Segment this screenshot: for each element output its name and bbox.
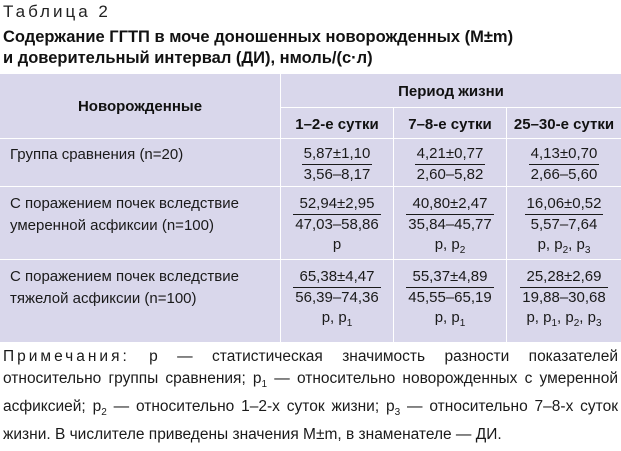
table-cell: 25,28±2,69 19,88–30,68 p, p1, p2, p3 (507, 267, 621, 334)
cell-ci: 3,56–8,17 (303, 166, 371, 183)
cell-p-values: p, p1 (321, 309, 353, 329)
row-label-line: Группа сравнения (n=20) (10, 146, 184, 163)
header-divider (0, 138, 621, 139)
row-label-line: тяжелой асфиксии (n=100) (10, 290, 197, 307)
table-cell: 4,21±0,77 2,60–5,82 (394, 144, 506, 185)
cell-p-values: p, p1, p2, p3 (526, 309, 602, 329)
row-label-moderate-asphyxia: С поражением почек вследствие умеренной … (10, 193, 272, 237)
header-period-3: 25–30-е сутки (513, 116, 615, 133)
table-cell: 16,06±0,52 5,57–7,64 p, p2, p3 (507, 194, 621, 261)
cell-p-values: p (332, 236, 342, 253)
cell-ci: 56,39–74,36 (295, 289, 379, 306)
table-cell: 52,94±2,95 47,03–58,86 p (281, 194, 393, 255)
header-divider-period (280, 107, 621, 108)
cell-ci: 5,57–7,64 (530, 216, 598, 233)
row-label-line: С поражением почек вследствие (10, 195, 239, 212)
table-notes: Примечания: p — статистическая значимост… (3, 348, 618, 444)
cell-mean: 65,38±4,47 (293, 267, 381, 288)
cell-mean: 4,13±0,70 (528, 144, 600, 165)
table-cell: 55,37±4,89 45,55–65,19 p, p1 (394, 267, 506, 334)
table-title-line-2: и доверительный интервал (ДИ), нмоль/(с·… (3, 49, 373, 67)
cell-ci: 47,03–58,86 (295, 216, 379, 233)
cell-p-values: p, p2 (434, 236, 466, 256)
cell-mean: 5,87±1,10 (301, 144, 373, 165)
cell-ci: 35,84–45,77 (408, 216, 492, 233)
header-period: Период жизни (398, 83, 504, 100)
cell-mean: 52,94±2,95 (293, 194, 381, 215)
col-divider-2 (393, 107, 394, 342)
table-cell: 4,13±0,70 2,66–5,60 (507, 144, 621, 185)
table-title: Содержание ГГТП в моче доношенных новоро… (3, 27, 618, 69)
row-divider-1 (0, 186, 621, 187)
header-period-1: 1–2-е сутки (295, 116, 379, 133)
notes-lead: Примечания: (3, 348, 130, 365)
cell-p-values: p, p2, p3 (537, 236, 591, 256)
header-newborns: Новорожденные (77, 98, 203, 115)
row-label-comparison: Группа сравнения (n=20) (10, 144, 272, 166)
data-table: Новорожденные Период жизни 1–2-е сутки 7… (0, 74, 621, 342)
row-divider-2 (0, 259, 621, 260)
cell-ci: 45,55–65,19 (408, 289, 492, 306)
cell-p-values: p, p1 (434, 309, 466, 329)
col-divider-3 (506, 107, 507, 342)
cell-mean: 4,21±0,77 (414, 144, 486, 165)
row-label-line: умеренной асфиксии (n=100) (10, 217, 214, 234)
cell-mean: 25,28±2,69 (520, 267, 608, 288)
cell-ci: 19,88–30,68 (522, 289, 606, 306)
table-cell: 5,87±1,10 3,56–8,17 (281, 144, 393, 185)
table-label: Таблица 2 (3, 2, 111, 21)
row-label-severe-asphyxia: С поражением почек вследствие тяжелой ас… (10, 266, 272, 310)
row-label-line: С поражением почек вследствие (10, 268, 239, 285)
table-title-line-1: Содержание ГГТП в моче доношенных новоро… (3, 28, 514, 46)
cell-mean: 55,37±4,89 (406, 267, 494, 288)
header-period-2: 7–8-е сутки (408, 116, 492, 133)
cell-mean: 40,80±2,47 (406, 194, 494, 215)
cell-ci: 2,66–5,60 (530, 166, 598, 183)
table-cell: 40,80±2,47 35,84–45,77 p, p2 (394, 194, 506, 261)
table-cell: 65,38±4,47 56,39–74,36 p, p1 (281, 267, 393, 334)
cell-mean: 16,06±0,52 (524, 194, 604, 215)
cell-ci: 2,60–5,82 (416, 166, 484, 183)
col-divider-1 (280, 74, 281, 342)
